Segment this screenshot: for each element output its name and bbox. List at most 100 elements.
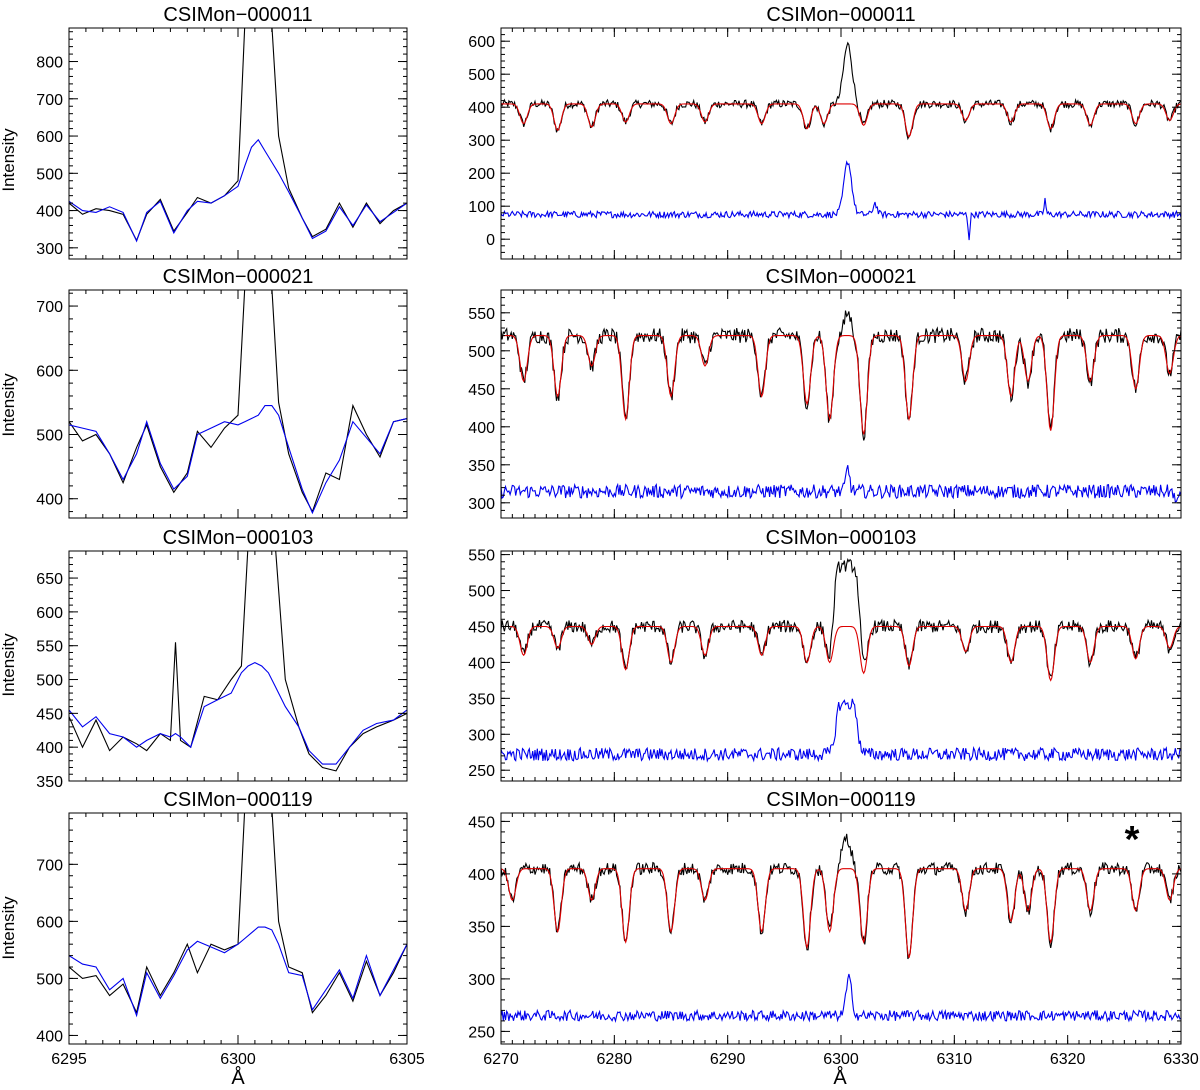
x-tick-label: 6310 [937,1051,973,1068]
x-tick-label: 6305 [389,1051,425,1068]
panel-1-series [69,28,407,243]
spectrum-line-2 [69,405,407,515]
x-tick-label: 6270 [483,1051,519,1068]
x-axis-label-left: Å [231,1066,245,1089]
spectrum-line-1 [501,833,1181,960]
y-tick-label: 600 [36,129,63,146]
y-tick-label: 600 [36,363,63,380]
y-tick-label: 200 [468,166,495,183]
x-tick-label: 6320 [1050,1051,1086,1068]
panel-6: 250 300 350 400 450 500 550 CSIMon−000103 [468,527,1182,782]
plot-frame [68,27,408,260]
panel-4-series [501,310,1181,503]
spectrum-line-3 [501,698,1181,763]
y-tick-label: 450 [468,619,495,636]
plot-frame [500,550,1182,782]
y-tick-label: 600 [468,34,495,51]
y-tick-label: 550 [468,306,495,323]
x-axis-label-right: Å [833,1066,847,1089]
y-tick-label: 350 [468,691,495,708]
spectrum-line-1 [69,290,407,513]
panel-1: 300 400 500 600 700 800 CSIMon−000011 [36,4,408,260]
y-tick-label: 400 [468,655,495,672]
panel-2: 0 100 200 300 400 500 600 CSIMon−000011 [468,4,1182,260]
y-tick-label: 500 [36,673,63,690]
y-tick-label: 500 [468,67,495,84]
y-tick-label: 300 [468,496,495,513]
y-tick-label: 0 [486,232,495,249]
y-axis-label-row2: Intensity [0,373,18,437]
y-tick-label: 400 [468,867,495,884]
spectrum-line-1 [69,551,407,772]
y-tick-label: 400 [36,1028,63,1045]
y-tick-label: 400 [468,100,495,117]
panel-title: CSIMon−000103 [163,527,314,549]
panel-7-series [69,813,407,1018]
spectrum-line-3 [501,160,1181,241]
y-tick-label: 500 [468,344,495,361]
x-tick-label: 6330 [1163,1051,1199,1068]
panel-title: CSIMon−000011 [163,4,312,26]
y-tick-label: 450 [468,814,495,831]
x-tick-label: 6295 [51,1051,87,1068]
panel-3: 400 500 600 700 CSIMon−000021 [36,266,408,519]
panel-2-series [501,41,1181,241]
y-tick-label: 300 [468,972,495,989]
plot-frame [68,289,408,519]
y-tick-label: 400 [468,420,495,437]
y-tick-label: 300 [468,133,495,150]
asterisk-marker: * [1125,819,1140,861]
panel-8-series [501,833,1181,1023]
y-axis-label-row4: Intensity [0,896,18,960]
plot-frame [500,812,1182,1045]
plot-frame [500,289,1182,519]
spectrum-line-2 [69,138,407,243]
spectrum-line-2 [501,625,1181,682]
spectrum-line-1 [501,310,1181,441]
y-tick-label: 800 [36,55,63,72]
y-tick-label: 400 [36,492,63,509]
y-tick-label: 500 [468,584,495,601]
spectrum-line-2 [69,661,407,765]
y-axis-label-row1: Intensity [0,128,18,192]
panel-title: CSIMon−000011 [766,4,915,26]
plot-frame [500,27,1182,260]
spectrum-line-2 [501,335,1181,435]
spectrum-line-1 [69,28,407,242]
spectrum-line-2 [501,103,1181,138]
panel-3-series [69,290,407,515]
y-tick-label: 700 [36,299,63,316]
y-tick-label: 450 [36,706,63,723]
plot-frame [68,812,408,1045]
y-tick-label: 300 [36,241,63,258]
y-tick-label: 250 [468,763,495,780]
panel-title: CSIMon−000119 [766,789,915,811]
y-tick-label: 350 [36,774,63,791]
y-tick-label: 250 [468,1024,495,1041]
panel-4: 300 350 400 450 500 550 CSIMon−000021 [468,266,1182,519]
panel-title: CSIMon−000119 [163,789,312,811]
y-tick-label: 700 [36,857,63,874]
y-tick-label: 300 [468,727,495,744]
y-tick-label: 550 [36,639,63,656]
spectrum-line-1 [501,41,1181,141]
panel-7: 400 500 600 700 6295 6300 6305 CSIMon−000119 [36,789,425,1068]
spectrum-line-2 [501,868,1181,959]
y-tick-label: 400 [36,740,63,757]
y-tick-label: 600 [36,605,63,622]
spectrum-line-2 [69,926,407,1018]
y-tick-label: 100 [468,199,495,216]
y-tick-label: 500 [36,428,63,445]
spectrum-line-3 [501,973,1181,1023]
x-tick-label: 6300 [220,1051,256,1068]
spectrum-line-3 [501,465,1181,503]
panel-6-series [501,558,1181,763]
y-tick-label: 700 [36,92,63,109]
x-tick-label: 6280 [597,1051,633,1068]
plot-frame [68,550,408,782]
spectrum-line-1 [501,558,1181,677]
y-tick-label: 500 [36,166,63,183]
y-axis-label-row3: Intensity [0,633,18,697]
y-tick-label: 650 [36,571,63,588]
